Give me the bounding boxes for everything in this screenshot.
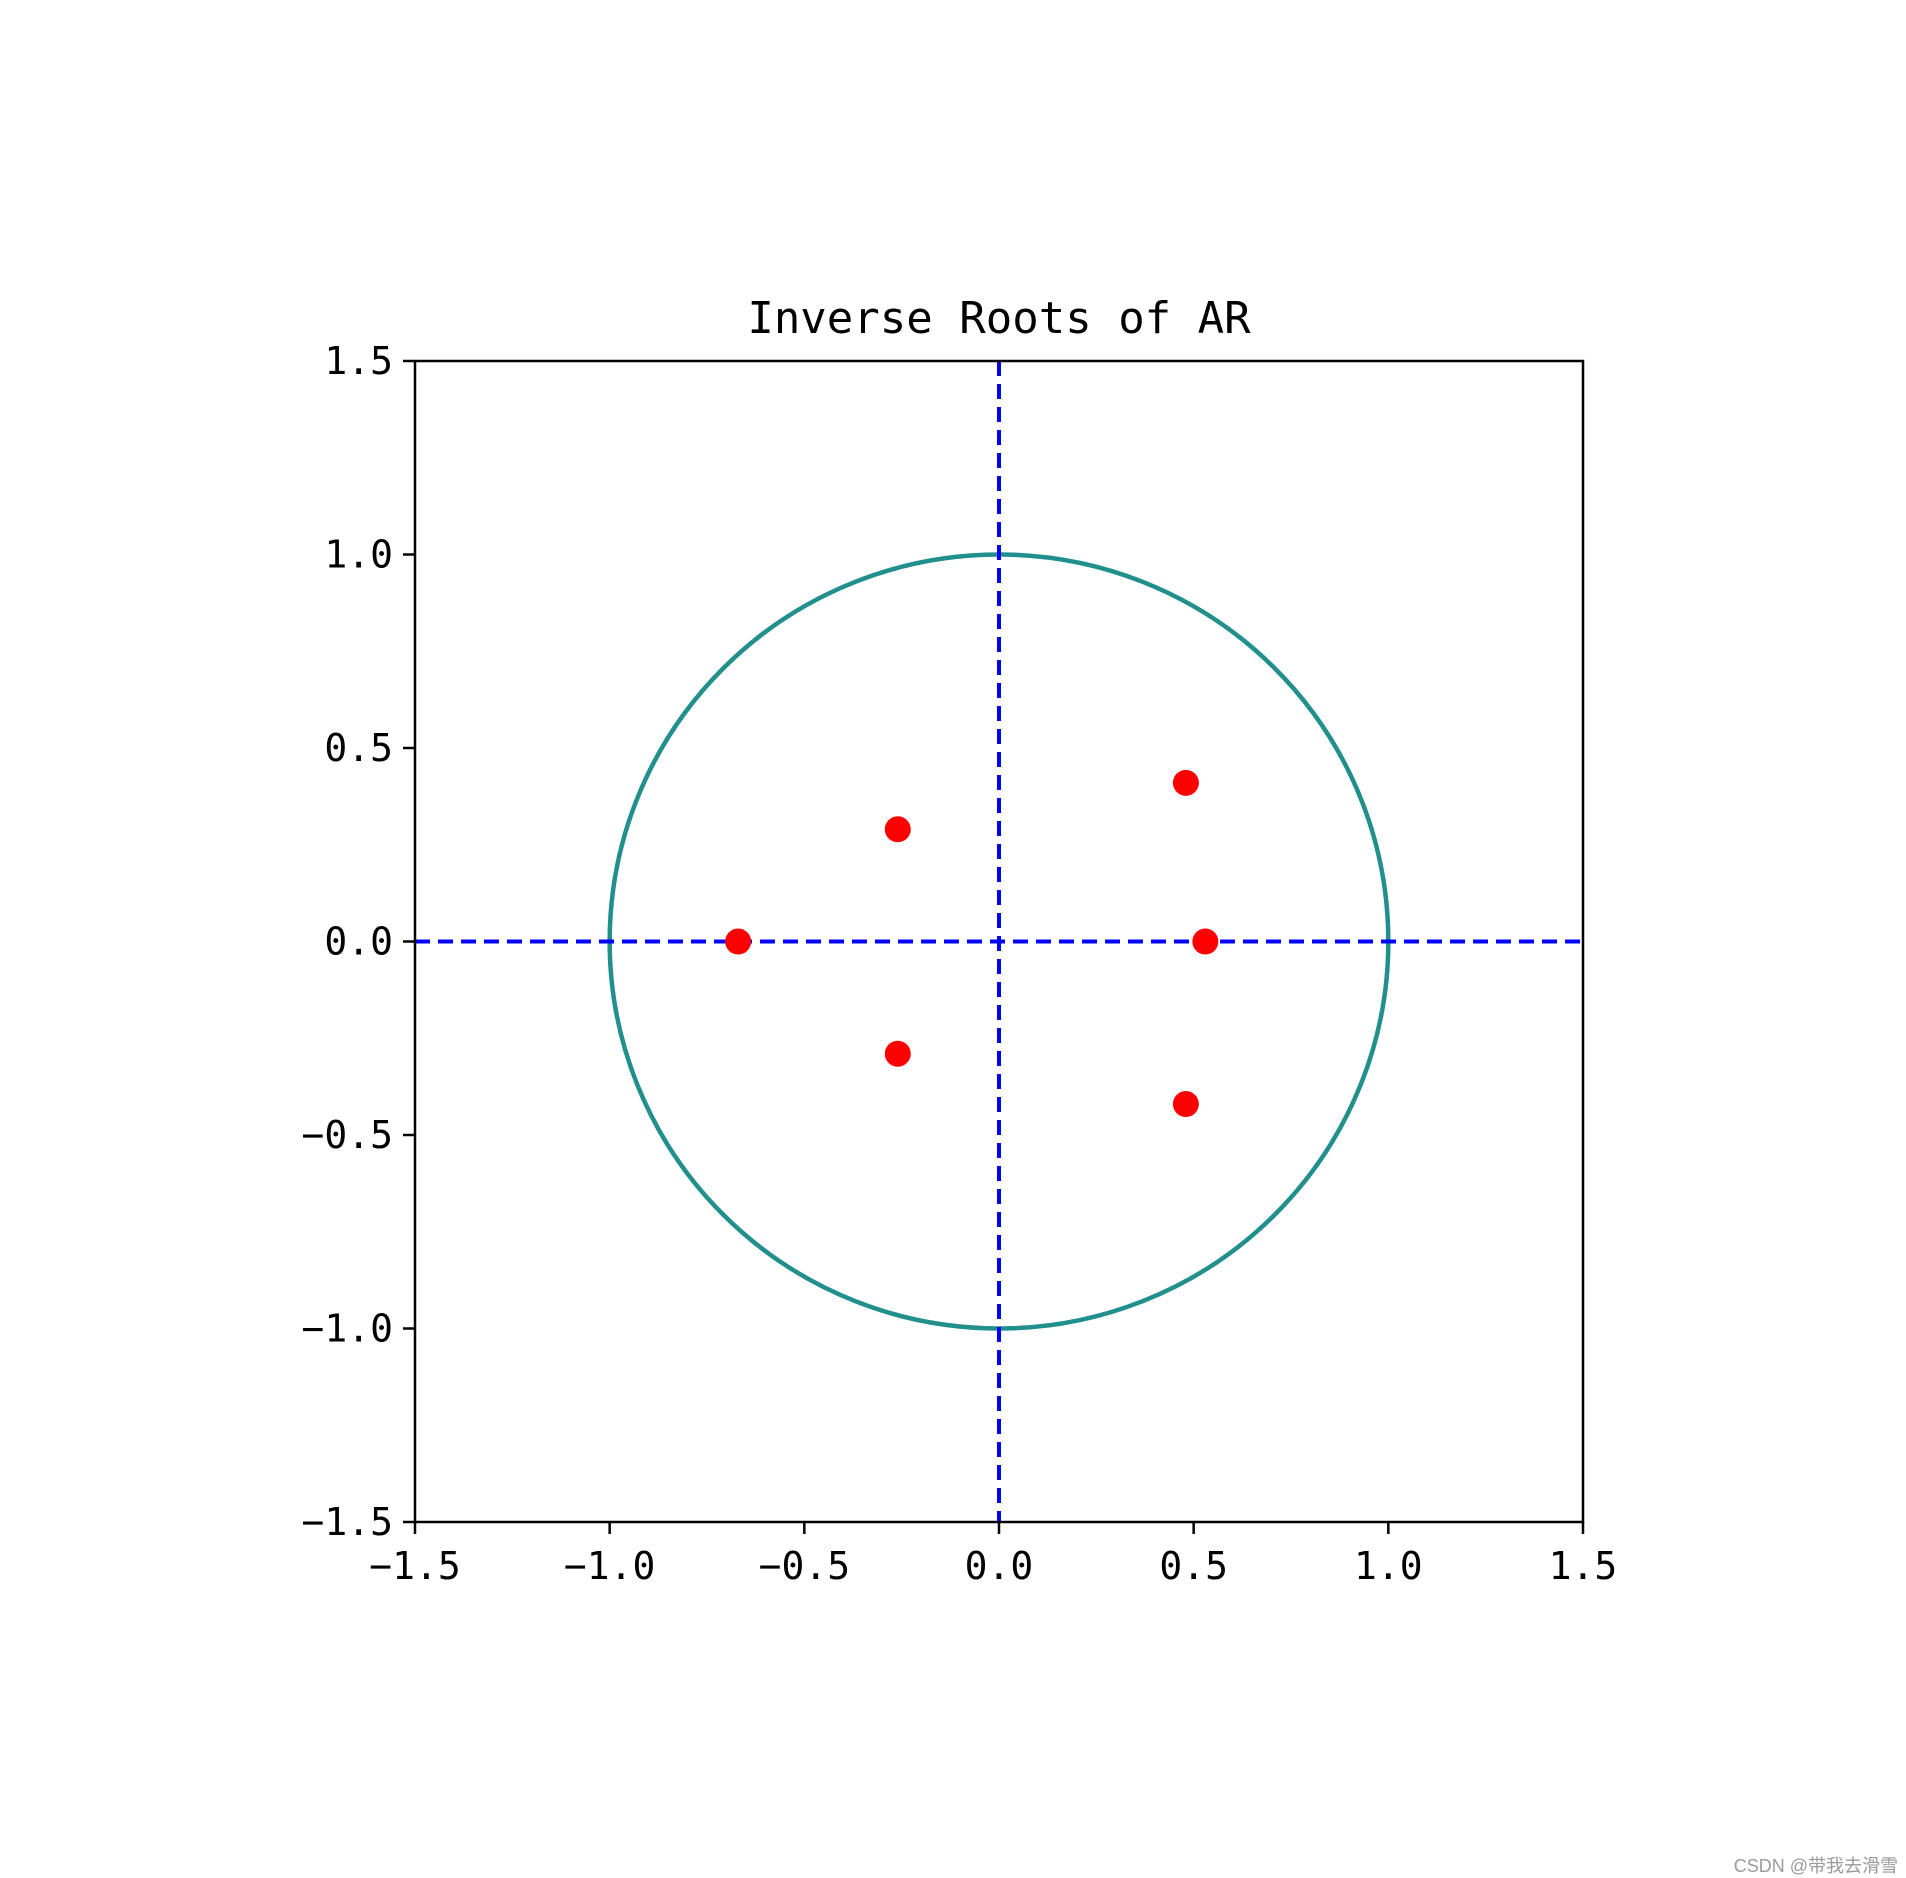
- y-tick-label: −1.0: [301, 1307, 393, 1351]
- y-tick-label: −0.5: [301, 1113, 393, 1157]
- y-tick-label: 1.5: [324, 339, 393, 383]
- data-point: [884, 1040, 911, 1067]
- y-tick-label: 0.5: [324, 726, 393, 770]
- chart-title: Inverse Roots of AR: [747, 293, 1251, 344]
- data-point: [884, 816, 911, 843]
- x-tick-label: 0.5: [1159, 1544, 1228, 1588]
- x-tick-label: −1.5: [369, 1544, 461, 1588]
- y-tick-label: 1.0: [324, 533, 393, 577]
- axes: −1.5 −1.0 −0.5 0.0 0.5 1.0 1.5 1.5 1.0 0.5 0.0 −0.5…: [301, 339, 1617, 1588]
- data-point: [1192, 928, 1219, 955]
- y-tick-label: 0.0: [324, 920, 393, 964]
- plot-area: [415, 361, 1583, 1522]
- x-tick-label: 0.0: [965, 1544, 1034, 1588]
- x-tick-label: −0.5: [759, 1544, 851, 1588]
- x-tick-label: 1.0: [1354, 1544, 1423, 1588]
- x-tick-label: 1.5: [1549, 1544, 1618, 1588]
- watermark: CSDN @带我去滑雪: [1734, 1856, 1898, 1876]
- x-tick-label: −1.0: [564, 1544, 656, 1588]
- data-point: [1172, 769, 1199, 796]
- data-point: [1172, 1091, 1199, 1118]
- data-point: [725, 928, 752, 955]
- y-tick-label: −1.5: [301, 1500, 393, 1544]
